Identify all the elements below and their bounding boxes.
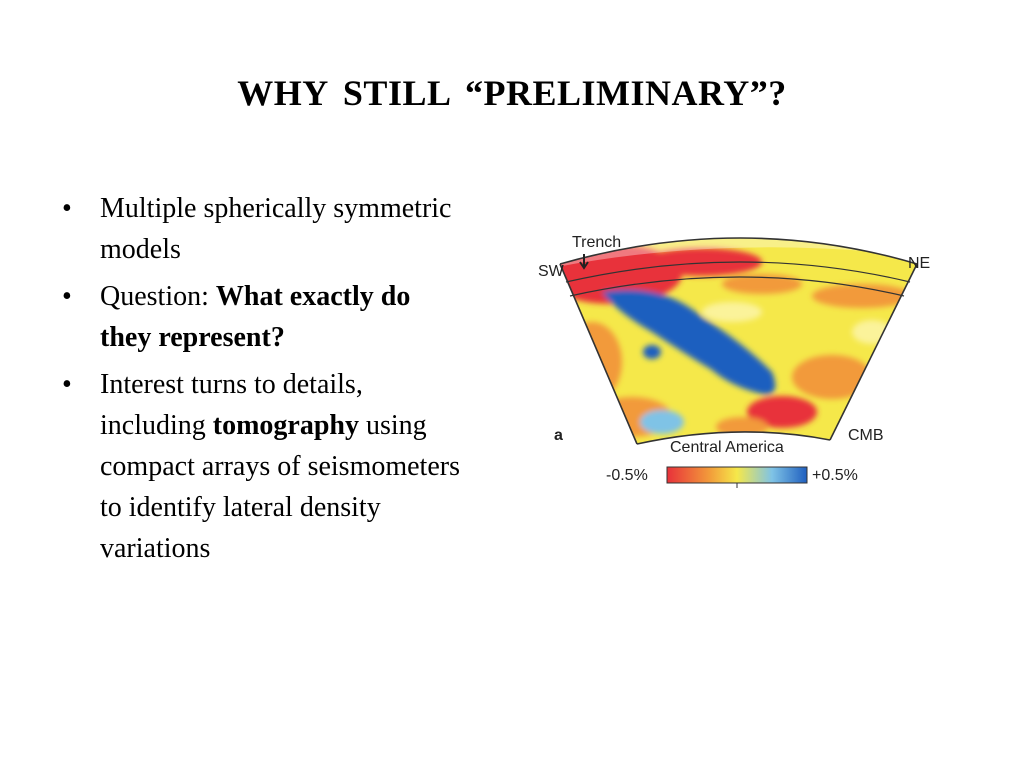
bullet-item: • Multiple spherically symmetric models [62,188,462,270]
trench-label: Trench [572,234,621,251]
bullet-glyph: • [62,369,72,400]
panel-label: a [554,427,563,444]
cmb-line [636,431,831,445]
left-edge [559,263,638,445]
bullet-emphasis: What exactly do they represent? [100,281,411,353]
slide-title: WHY STILL “PRELIMINARY”? [237,73,787,113]
surface-line [559,237,918,265]
bullet-text: Multiple spherically symmetric models [100,193,452,265]
color-scale-bar [666,466,808,484]
cmb-label: CMB [848,427,884,444]
bullet-glyph: • [62,193,72,224]
bullet-emphasis: tomography [212,410,359,441]
sw-label: SW [538,263,565,280]
ne-label: NE [908,255,930,272]
bullet-text-continued: using compact arrays of seismometers to … [100,410,460,564]
discontinuity-line [565,261,911,283]
bullet-text: Question: [100,281,216,312]
scale-max-label: +0.5% [812,467,858,484]
bullet-list: • Multiple spherically symmetric models … [62,188,462,575]
bullet-glyph: • [62,281,72,312]
tomography-cross-section: Trench SW NE a Central America CMB -0.5%… [538,234,930,488]
tomography-figure: Trench SW NE a Central America CMB -0.5%… [532,222,974,504]
region-label: Central America [670,439,784,456]
bullet-item: • Question: What exactly do they represe… [62,276,462,358]
trench-arrow-icon [579,254,589,270]
discontinuity-line [569,276,905,297]
scale-min-label: -0.5% [606,467,648,484]
bullet-text: Interest turns to details, including [100,369,363,441]
right-edge [829,263,918,441]
bullet-item: • Interest turns to details, including t… [62,364,462,569]
